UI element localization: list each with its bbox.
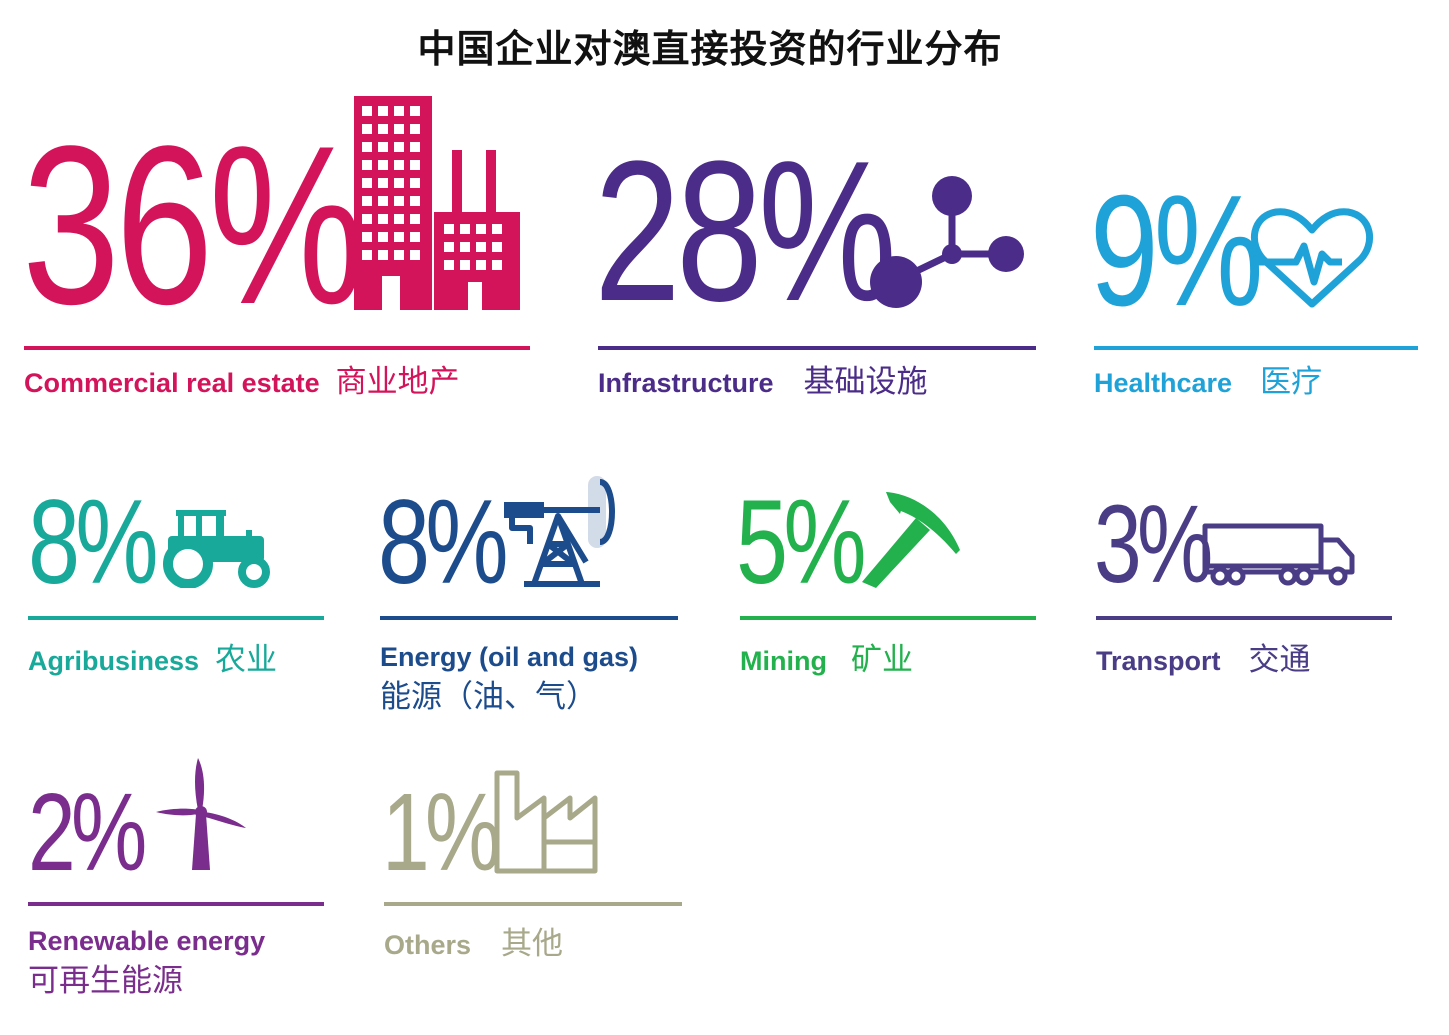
percent-value: 9% (1090, 163, 1263, 339)
network-nodes-icon (870, 176, 1024, 308)
category-label-zh: 基础设施 (803, 364, 928, 400)
category-label: Renewable energy 可再生能源 (28, 924, 265, 1001)
factory-icon (494, 770, 598, 874)
pickaxe-icon (862, 492, 960, 588)
category-label: Healthcare 医疗 (1094, 362, 1322, 402)
category-label-zh: 可再生能源 (28, 963, 183, 1000)
category-label-zh: 能源（油、气） (380, 679, 597, 716)
percent-value: 28% (594, 120, 897, 343)
category-label: Others 其他 (384, 924, 563, 964)
category-label-en: Energy (oil and gas) (380, 642, 639, 672)
percent-value: 2% (28, 771, 147, 894)
category-label-en: Transport (1096, 646, 1221, 676)
category-label-zh: 其他 (501, 926, 564, 962)
category-label-zh: 交通 (1248, 642, 1311, 678)
percent-value: 36% (22, 98, 365, 351)
percent-value: 5% (736, 475, 867, 609)
percent-value: 1% (382, 771, 501, 894)
wind-turbine-icon (156, 758, 246, 870)
category-label-zh: 商业地产 (335, 364, 460, 400)
heart-pulse-icon (1250, 208, 1373, 308)
divider-line (24, 346, 530, 350)
divider-line (598, 346, 1036, 350)
category-label: Commercial real estate 商业地产 (24, 362, 460, 402)
divider-line (1094, 346, 1418, 350)
divider-line (28, 902, 324, 906)
category-label-zh: 矿业 (850, 642, 913, 678)
category-label-en: Agribusiness (28, 646, 200, 676)
oil-pump-icon (504, 476, 615, 587)
category-label-zh: 农业 (215, 642, 278, 678)
category-label: Infrastructure 基础设施 (598, 362, 928, 402)
truck-icon (1202, 523, 1355, 586)
category-label: Mining 矿业 (740, 640, 913, 680)
divider-line (28, 616, 324, 620)
category-label-en: Others (384, 930, 472, 960)
category-label-en: Infrastructure (598, 368, 774, 398)
divider-line (1096, 616, 1392, 620)
divider-line (740, 616, 1036, 620)
category-label-zh: 医疗 (1260, 364, 1323, 400)
category-label-en: Mining (740, 646, 827, 676)
category-label-en: Commercial real estate (24, 368, 320, 398)
percent-value: 8% (378, 475, 509, 609)
buildings-icon (354, 96, 520, 310)
divider-line (384, 902, 682, 906)
tractor-icon (163, 510, 270, 588)
category-label-en: Healthcare (1094, 368, 1233, 398)
chart-title: 中国企业对澳直接投资的行业分布 (417, 27, 1003, 71)
category-label-en: Renewable energy (28, 926, 266, 956)
category-label: Transport 交通 (1096, 640, 1311, 680)
category-label: Energy (oil and gas) 能源（油、气） (380, 640, 638, 717)
divider-line (380, 616, 678, 620)
percent-value: 3% (1094, 483, 1213, 606)
percent-value: 8% (28, 475, 159, 609)
category-label: Agribusiness 农业 (28, 640, 277, 680)
